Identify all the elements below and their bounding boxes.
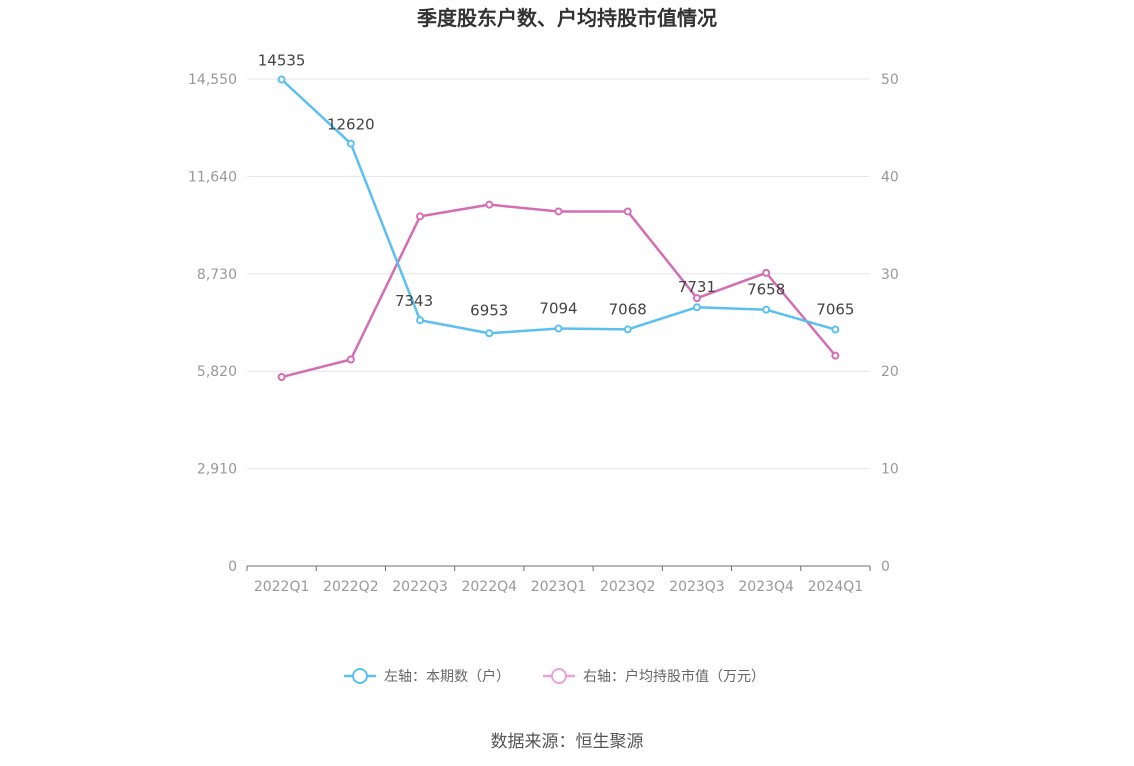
legend-marker	[352, 668, 368, 684]
data-point	[831, 325, 840, 334]
data-label: 7343	[395, 292, 433, 310]
data-point	[485, 200, 494, 209]
right-tick-label: 20	[881, 364, 899, 380]
data-point	[416, 316, 425, 325]
series-1	[277, 200, 840, 382]
series-0	[277, 75, 840, 338]
left-tick-label: 0	[228, 559, 237, 575]
data-label: 12620	[327, 116, 375, 134]
legend-marker	[551, 668, 567, 684]
left-tick-label: 5,820	[197, 364, 237, 380]
left-tick-label: 2,910	[197, 462, 237, 478]
legend-label: 左轴：本期数（户）	[384, 668, 510, 685]
data-point	[692, 303, 701, 312]
data-label: 7068	[609, 300, 647, 318]
data-point	[277, 75, 286, 84]
x-axis: 2022Q1 2022Q2 2022Q3 2022Q4 2023Q1 2023Q2 2023…	[246, 565, 871, 595]
legend-label: 右轴：户均持股市值（万元）	[583, 668, 765, 685]
x-tick-label: 2022Q1	[254, 579, 310, 595]
legend-item-1: 右轴：户均持股市值（万元）	[543, 668, 765, 685]
left-axis-ticks: 0 2,910 5,820 8,730 11,640 14,550	[188, 72, 237, 575]
data-label: 14535	[258, 52, 306, 70]
legend: 左轴：本期数（户） 右轴：户均持股市值（万元）	[344, 668, 765, 685]
x-tick-label: 2023Q4	[738, 579, 794, 595]
right-tick-label: 40	[881, 169, 899, 185]
x-tick-label: 2023Q3	[669, 579, 725, 595]
grid-lines	[247, 78, 870, 470]
chart-title: 季度股东户数、户均持股市值情况	[416, 6, 717, 30]
right-tick-label: 30	[881, 267, 899, 283]
right-tick-label: 10	[881, 462, 899, 478]
data-point	[762, 268, 771, 277]
data-point	[692, 294, 701, 303]
data-point	[762, 305, 771, 314]
right-axis-ticks: 0 10 20 30 40 50	[881, 72, 899, 575]
x-tick-label: 2023Q2	[600, 579, 656, 595]
data-point	[554, 324, 563, 333]
data-label: 7065	[816, 301, 854, 319]
source-text: 数据来源：恒生聚源	[491, 732, 644, 752]
data-point	[554, 207, 563, 216]
x-tick-label: 2023Q1	[531, 579, 587, 595]
data-label: 7094	[539, 300, 577, 318]
left-tick-label: 14,550	[188, 72, 237, 88]
x-tick-label: 2022Q4	[461, 579, 517, 595]
right-tick-label: 50	[881, 72, 899, 88]
x-tick-label: 2024Q1	[808, 579, 864, 595]
data-point	[277, 373, 286, 382]
right-tick-label: 0	[881, 559, 890, 575]
data-point	[346, 355, 355, 364]
data-point	[623, 325, 632, 334]
data-point	[485, 329, 494, 338]
data-point	[623, 207, 632, 216]
data-point	[416, 212, 425, 221]
data-point	[346, 139, 355, 148]
data-labels: 14535 12620 7343 6953 7094 7068 7731 7658 7065	[258, 52, 855, 320]
data-point	[831, 351, 840, 360]
series-layer	[277, 75, 840, 382]
data-label: 7731	[678, 278, 716, 296]
x-tick-label: 2022Q3	[392, 579, 448, 595]
data-label: 6953	[470, 301, 508, 319]
data-label: 7658	[747, 281, 785, 299]
left-tick-label: 11,640	[188, 169, 237, 185]
left-tick-label: 8,730	[197, 267, 237, 283]
x-tick-label: 2022Q2	[323, 579, 379, 595]
legend-item-0: 左轴：本期数（户）	[344, 668, 510, 685]
